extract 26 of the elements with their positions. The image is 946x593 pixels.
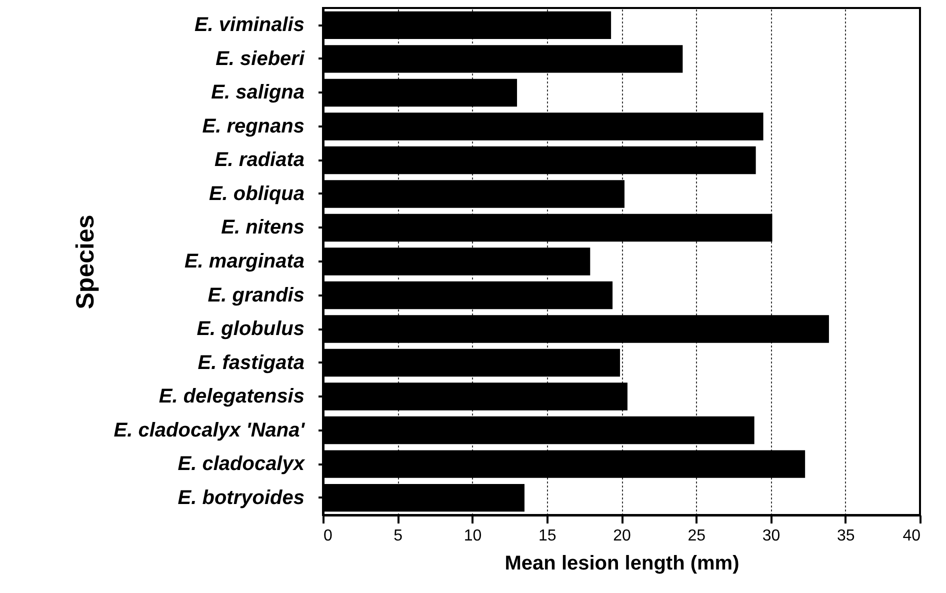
y-tick-label: E. delegatensis [158,386,304,408]
y-tick-label: E. nitens [221,216,304,239]
y-tick-label: E. fastigata [198,352,304,374]
y-tick-label: E. marginata [184,250,304,272]
y-tick-label: E. cladocalyx [178,453,306,476]
y-tick-label: E. viminalis [194,14,304,36]
y-tick-label: E. obliqua [208,182,304,205]
x-tick-label: 35 [836,528,855,544]
y-tick-label: E. botryoides [178,486,304,509]
y-tick-label: E. cladocalyx 'Nana' [114,419,306,442]
x-tick-label: 5 [394,528,403,544]
y-tick-label: E. radiata [214,149,304,172]
x-tick-label: 10 [464,528,482,544]
x-tick-label: 15 [538,528,556,544]
x-tick-label: 25 [688,528,706,544]
x-tick-label: 30 [762,528,780,544]
y-tick-label: E. grandis [208,284,304,306]
y-tick-label: E. sieberi [216,48,305,70]
x-tick-label: 0 [324,528,332,544]
y-tick-label: E. globulus [196,318,304,340]
x-tick-label: 40 [902,528,921,544]
y-tick-label: E. regnans [202,115,304,138]
x-tick-label: 20 [613,528,631,544]
y-tick-label: E. saligna [211,82,304,104]
y-axis-title: Species [72,214,100,310]
x-axis-title: Mean lesion length (mm) [504,552,740,574]
